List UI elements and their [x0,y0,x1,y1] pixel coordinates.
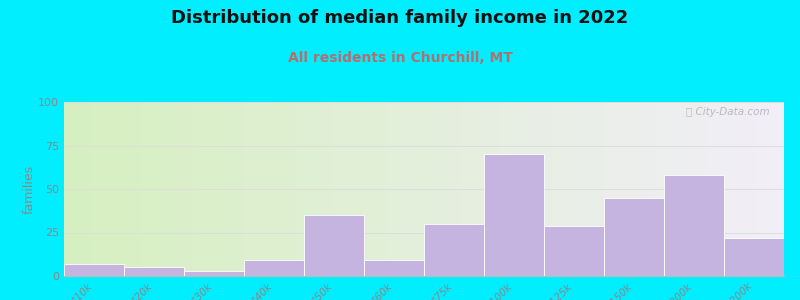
Bar [364,260,424,276]
Bar [484,154,544,276]
Text: All residents in Churchill, MT: All residents in Churchill, MT [287,51,513,65]
Bar [664,175,724,276]
Bar [184,271,244,276]
Bar [244,260,304,276]
Bar [304,215,364,276]
Y-axis label: families: families [22,164,35,214]
Bar [724,238,784,276]
Bar [124,267,184,276]
Text: ⓘ City-Data.com: ⓘ City-Data.com [686,107,770,117]
Bar [424,224,484,276]
Bar [64,264,124,276]
Bar [544,226,604,276]
Bar [604,198,664,276]
Text: Distribution of median family income in 2022: Distribution of median family income in … [171,9,629,27]
